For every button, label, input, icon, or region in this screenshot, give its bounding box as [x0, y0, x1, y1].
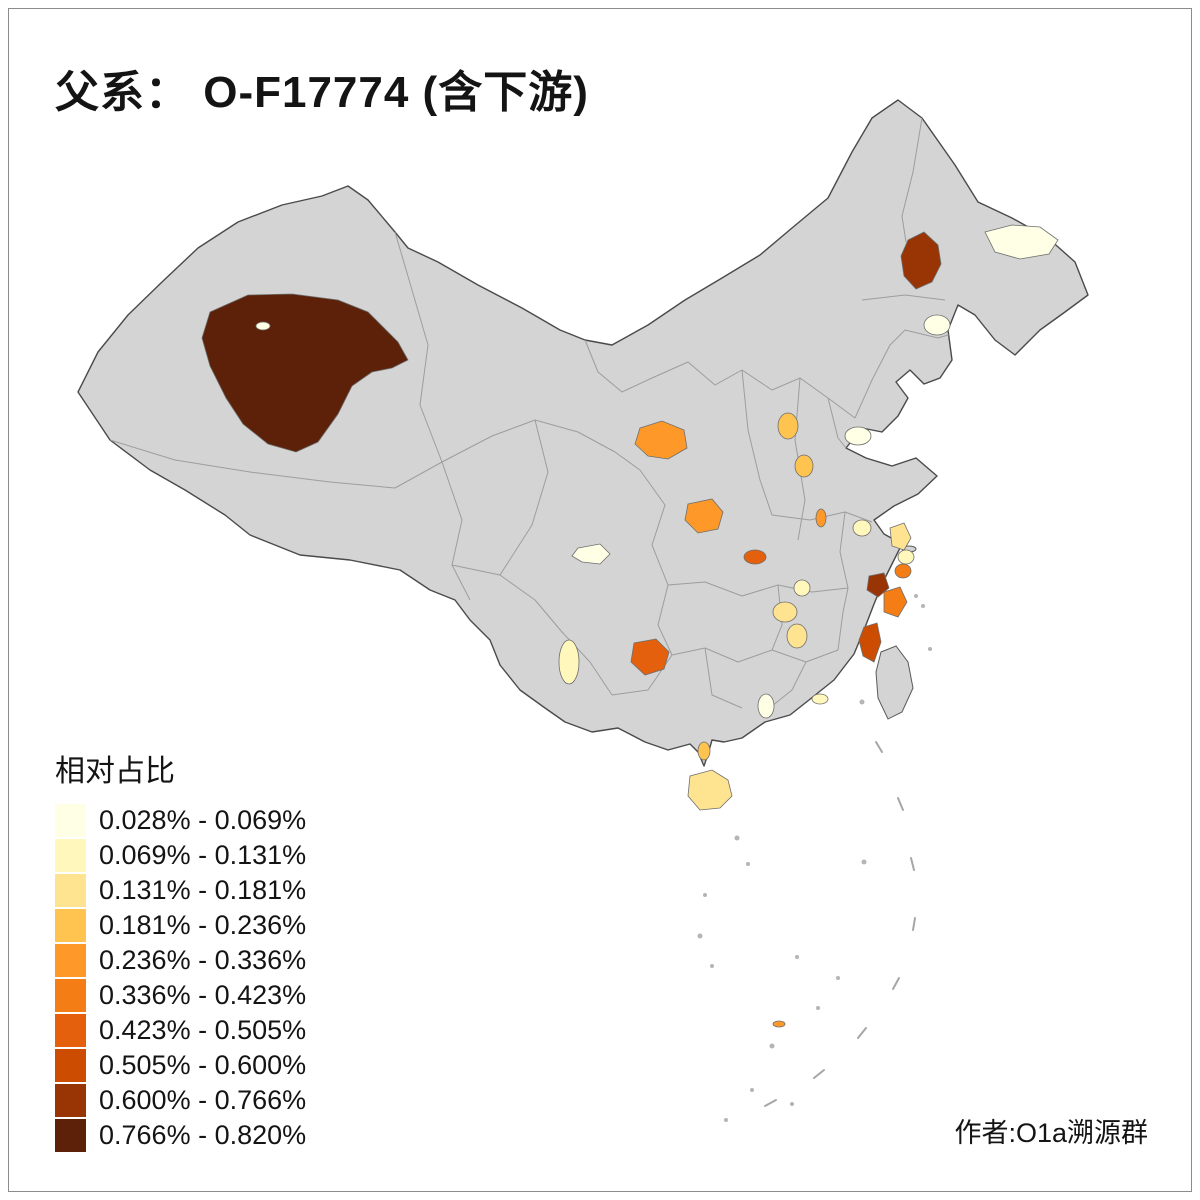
legend-entry: 0.505% - 0.600%	[55, 1049, 306, 1082]
legend-label: 0.131% - 0.181%	[99, 875, 307, 905]
legend-label: 0.505% - 0.600%	[99, 1050, 307, 1080]
legend-swatch	[55, 1014, 86, 1047]
map-region-hainan	[687, 769, 733, 811]
map-region-shanghai-area	[894, 563, 912, 579]
nine-dash-line-segment	[813, 1069, 825, 1079]
south-sea-islet	[795, 955, 799, 959]
legend-label: 0.069% - 0.131%	[99, 840, 307, 870]
south-sea-islet	[710, 964, 714, 968]
south-sea-islet	[861, 859, 867, 865]
map-region-east-hubei	[793, 579, 811, 597]
legend-entry: 0.600% - 0.766%	[55, 1084, 306, 1117]
south-sea-islet	[836, 976, 840, 980]
legend-entry: 0.766% - 0.820%	[55, 1119, 306, 1152]
south-sea-islet	[790, 1102, 794, 1106]
south-sea-islet	[697, 933, 703, 939]
legend-swatch	[55, 944, 86, 977]
map-region-north-hebei	[844, 426, 872, 446]
nine-dash-line-segment	[892, 977, 900, 990]
legend-entry: 0.028% - 0.069%	[55, 804, 306, 837]
map-region-south-china-sea-islands	[772, 1020, 786, 1028]
map-region-east-guangdong	[811, 693, 829, 705]
map-region-central-yunnan	[558, 639, 580, 685]
taiwan-island	[875, 645, 914, 720]
map-region-northeast-heilongjiang	[984, 224, 1059, 260]
legend-swatch	[55, 1049, 86, 1082]
south-sea-islet	[746, 862, 750, 866]
map-region-central-gansu	[634, 420, 688, 460]
legend-entry: 0.236% - 0.336%	[55, 944, 306, 977]
map-region-west-heilongjiang	[900, 231, 942, 290]
legend-swatch	[55, 1119, 86, 1152]
legend-swatch	[55, 839, 86, 872]
legend-label: 0.600% - 0.766%	[99, 1085, 307, 1115]
south-sea-islet	[816, 1006, 820, 1010]
nine-dash-line-segment	[764, 1099, 777, 1107]
map-region-central-jiangsu	[889, 522, 912, 551]
legend-entry: 0.181% - 0.236%	[55, 909, 306, 942]
legend-label: 0.423% - 0.505%	[99, 1015, 307, 1045]
map-region-central-shanxi	[794, 454, 814, 478]
legend-entries: 0.028% - 0.069% 0.069% - 0.131% 0.131% - 0…	[55, 804, 306, 1152]
map-region-central-guangdong	[757, 693, 775, 719]
legend-entry: 0.131% - 0.181%	[55, 874, 306, 907]
china-mainland	[77, 99, 1089, 767]
legend-swatch	[55, 979, 86, 1012]
offshore-islet	[928, 647, 932, 651]
legend-label: 0.181% - 0.236%	[99, 910, 307, 940]
nine-dash-line-segment	[897, 797, 904, 811]
legend-title: 相对占比	[55, 755, 175, 788]
south-sea-islet	[750, 1088, 754, 1092]
map-region-south-jiangsu	[897, 549, 915, 565]
map-region-south-xinjiang	[201, 293, 409, 453]
legend-entry: 0.423% - 0.505%	[55, 1014, 306, 1047]
legend: 相对占比 0.028% - 0.069% 0.069% - 0.131% 0.131…	[55, 746, 306, 1154]
legend-label: 0.766% - 0.820%	[99, 1120, 307, 1150]
offshore-islet	[914, 594, 918, 598]
legend-swatch	[55, 1084, 86, 1117]
map-region-central-guizhou	[630, 638, 670, 676]
map-region-central-liaoning	[923, 314, 951, 336]
offshore-islet	[859, 699, 865, 705]
south-sea-islet	[734, 835, 740, 841]
attribution: 作者:O1a溯源群	[954, 1118, 1148, 1148]
map-region-north-hunan	[772, 601, 798, 623]
map-region-leizhou-peninsula	[697, 741, 711, 761]
map-region-east-zhejiang	[883, 586, 908, 618]
map-region-north-zhejiang	[866, 572, 890, 598]
legend-swatch	[55, 874, 86, 907]
map-region-south-shaanxi	[684, 498, 724, 534]
map-region-central-sichuan	[571, 543, 611, 565]
offshore-islet	[921, 604, 925, 608]
province-borders	[109, 117, 959, 709]
south-sea-islet	[703, 893, 707, 897]
highlighted-regions	[201, 224, 1059, 1028]
figure-title: 父系： O-F17774 (含下游)	[55, 68, 589, 117]
map-region-west-hubei	[743, 549, 767, 565]
legend-swatch	[55, 804, 86, 837]
map-region-central-henan	[852, 519, 872, 537]
nine-dash-line-segment	[912, 917, 916, 931]
legend-label: 0.236% - 0.336%	[99, 945, 307, 975]
south-sea-islet	[769, 1043, 775, 1049]
map-region-south-zhejiang	[858, 622, 882, 663]
legend-label: 0.028% - 0.069%	[99, 805, 307, 835]
nine-dash-line-segment	[857, 1027, 867, 1039]
map-region-xinjiang-enclave	[255, 321, 271, 331]
map-region-central-jiangxi	[786, 623, 808, 649]
nine-dash-line-segment	[875, 741, 883, 753]
legend-swatch	[55, 909, 86, 942]
map-region-north-shaanxi	[777, 412, 799, 440]
legend-label: 0.336% - 0.423%	[99, 980, 307, 1010]
nine-dash-line-segment	[910, 857, 915, 871]
map-region-south-shanxi	[815, 508, 827, 528]
south-sea-islet	[724, 1118, 728, 1122]
legend-entry: 0.336% - 0.423%	[55, 979, 306, 1012]
legend-entry: 0.069% - 0.131%	[55, 839, 306, 872]
